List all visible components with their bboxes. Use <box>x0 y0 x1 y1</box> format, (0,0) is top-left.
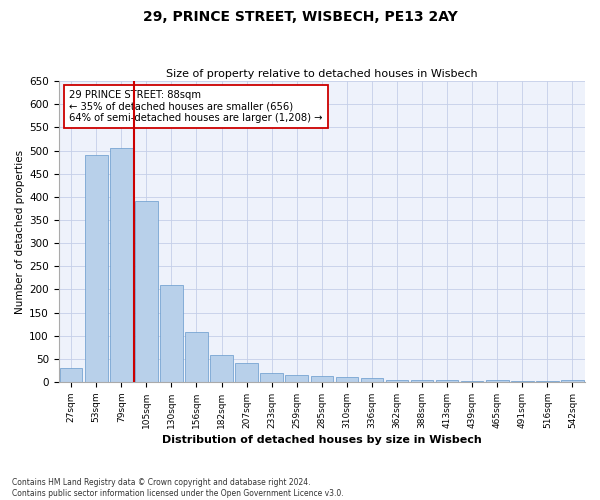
Bar <box>286 375 308 382</box>
Bar <box>335 377 358 382</box>
X-axis label: Distribution of detached houses by size in Wisbech: Distribution of detached houses by size … <box>162 435 482 445</box>
Text: Contains HM Land Registry data © Crown copyright and database right 2024.
Contai: Contains HM Land Registry data © Crown c… <box>12 478 344 498</box>
Bar <box>361 378 383 382</box>
Text: 29, PRINCE STREET, WISBECH, PE13 2AY: 29, PRINCE STREET, WISBECH, PE13 2AY <box>143 10 457 24</box>
Bar <box>85 155 107 382</box>
Title: Size of property relative to detached houses in Wisbech: Size of property relative to detached ho… <box>166 69 478 79</box>
Bar <box>436 380 458 382</box>
Text: 29 PRINCE STREET: 88sqm
← 35% of detached houses are smaller (656)
64% of semi-d: 29 PRINCE STREET: 88sqm ← 35% of detache… <box>69 90 323 124</box>
Bar <box>135 202 158 382</box>
Bar <box>160 285 183 382</box>
Bar <box>110 148 133 382</box>
Y-axis label: Number of detached properties: Number of detached properties <box>15 150 25 314</box>
Bar <box>260 373 283 382</box>
Bar <box>386 380 408 382</box>
Bar <box>235 364 258 382</box>
Bar <box>311 376 333 382</box>
Bar <box>60 368 82 382</box>
Bar <box>185 332 208 382</box>
Bar <box>210 354 233 382</box>
Bar <box>561 380 584 382</box>
Bar <box>486 380 509 382</box>
Bar <box>411 380 433 382</box>
